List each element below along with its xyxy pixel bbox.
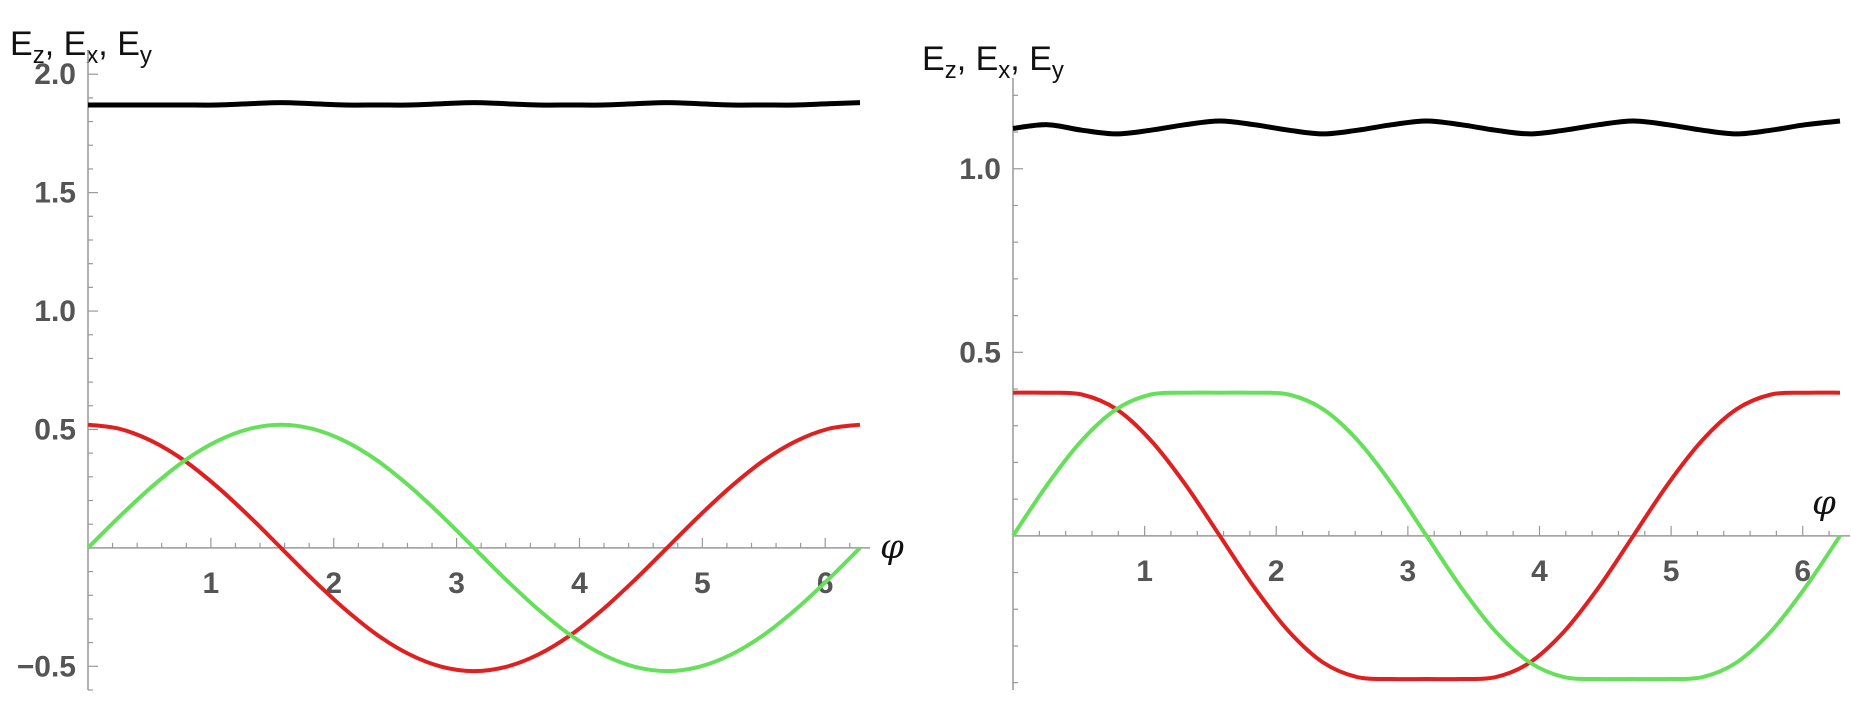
y-axis-label-symbol: E [10,25,33,63]
y-axis-label-separator: , [98,25,117,63]
y-axis-label-separator: , [1010,40,1029,78]
x-tick-label: 2 [1268,555,1285,588]
y-tick-label: 2.0 [34,58,76,91]
y-axis-label: Ez, Ex, Ey [10,25,152,69]
chart-left: Ez, Ex, Ey2.01.51.00.5−0.51 2 3 4 5 6φ [10,25,904,691]
y-axis-label-subscript: z [33,42,45,69]
y-axis-label-subscript: x [998,57,1010,84]
x-tick-label: 3 [1400,555,1417,588]
y-axis-label-subscript: x [86,42,98,69]
y-axis-label: Ez, Ex, Ey [922,40,1064,84]
series-line-2 [87,422,861,674]
series-line-1 [1012,118,1841,137]
x-tick-label: 1 [203,567,220,600]
x-tick-label: 5 [1663,555,1680,588]
x-tick-label: 4 [571,567,588,600]
y-axis-label-symbol: E [1029,40,1052,78]
y-axis-label-symbol: E [117,25,140,63]
x-tick-label: 6 [1794,555,1811,588]
y-axis-label-subscript: y [140,42,152,69]
y-axis-label-symbol: E [64,25,87,63]
series-line-2 [1012,390,1841,682]
y-axis-label-subscript: z [945,57,957,84]
y-tick-label: 0.5 [34,413,76,446]
x-tick-label: 5 [694,567,711,600]
y-axis-label-separator: , [45,25,64,63]
y-tick-label: −0.5 [17,650,76,683]
y-axis-label-symbol: E [976,40,999,78]
y-axis-label-subscript: y [1052,57,1064,84]
y-tick-label: 1.5 [34,177,76,210]
series-line-1 [87,100,861,108]
series-line-3 [86,422,862,674]
x-axis-label: φ [880,527,904,567]
y-axis-label-symbol: E [922,40,945,78]
y-tick-label: 1.0 [959,153,1001,186]
x-axis-label: φ [1812,483,1836,523]
series-line-3 [1011,390,1842,682]
y-tick-label: 1.0 [34,295,76,328]
x-tick-label: 1 [1136,555,1153,588]
chart-right: Ez, Ex, Ey 1.0 0.5 1 2 3 4 5 6φ [922,40,1850,690]
x-tick-label: 2 [325,567,342,600]
x-tick-label: 4 [1531,555,1548,588]
x-tick-label: 3 [448,567,465,600]
y-tick-label: 0.5 [959,336,1001,369]
y-axis-label-separator: , [957,40,976,78]
